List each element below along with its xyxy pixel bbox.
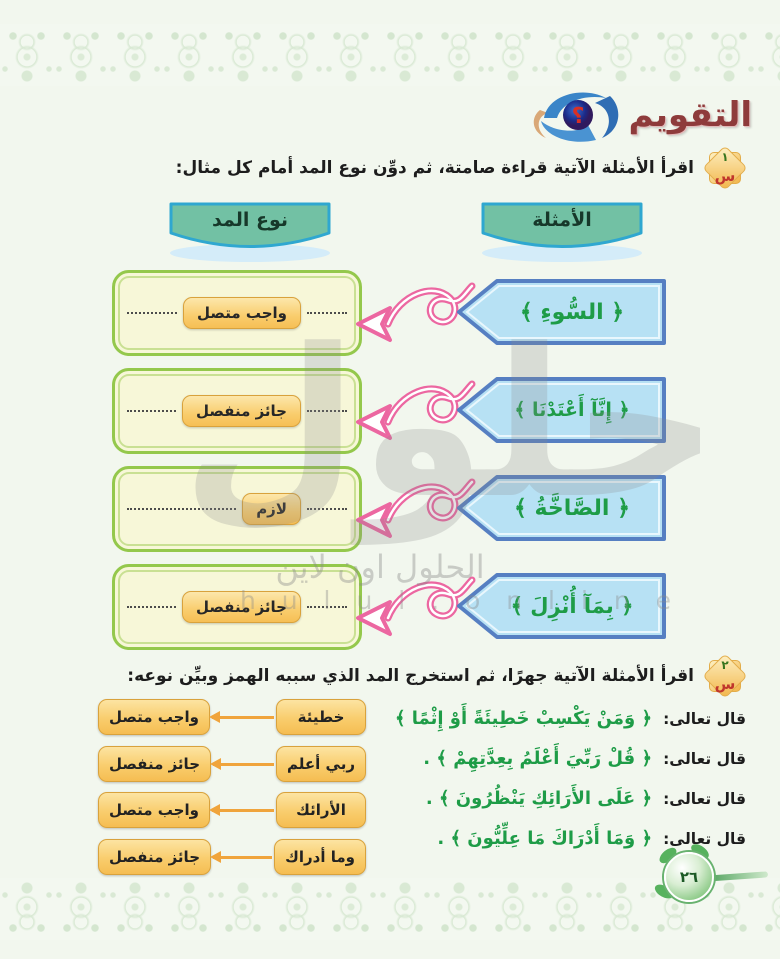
dotted-blank [127,410,176,412]
page-title: التقويم [628,95,752,135]
dotted-blank [307,606,347,608]
curly-arrow-icon [356,478,476,538]
dotted-blank [127,606,176,608]
ornament-border-top [0,24,780,86]
word-box: الأرائك [276,792,366,828]
answer-label: جائز منفصل [181,395,301,427]
word-box: ربي أعلم [276,746,366,782]
answer-label: لازم [242,493,301,525]
quote-intro: قال تعالى: [663,790,746,808]
quran-example: ﴿ إِنَّآ أَعْتَدْنَا ﴾ [514,399,630,421]
dotted-blank [127,312,178,314]
q1-prompt-line: ١ س اقرأ الأمثلة الآتية قراءة صامتة، ثم … [70,145,748,191]
arrow-left-icon [208,710,274,723]
quran-example: ﴿ السُّوءِ ﴾ [519,299,625,325]
pair-row-2: ربي أعلم جائز منفصل [98,743,366,785]
quote-text: ﴿ عَلَى الأَرَائِكِ يَنْظُرُونَ ﴾ . [425,788,652,809]
quote-intro: قال تعالى: [663,830,746,848]
answer-box: واجب متصل [112,270,362,356]
dotted-blank [307,508,347,510]
quote-line: قال تعالى: ﴿ وَمَنْ يَكْسِبْ خَطِيئَةً أ… [326,699,746,739]
q1-row-2: جائز منفصل ﴿ إِنَّآ أَعْتَدْنَا ﴾ [0,366,780,458]
q1-prompt: اقرأ الأمثلة الآتية قراءة صامتة، ثم دوِّ… [175,158,694,178]
example-pennant: ﴿ إِنَّآ أَعْتَدْنَا ﴾ [452,376,668,444]
quote-line: قال تعالى: ﴿ قُلْ رَبِّيَ أَعْلَمُ بِعِد… [326,739,746,779]
header-madd-type: نوع المد [166,200,334,262]
curly-arrow-icon [356,282,476,342]
answer-box: جائز منفصل [112,564,362,650]
pair-row-4: وما أدراك جائز منفصل [98,836,366,878]
arrow-left-icon [208,803,274,816]
curly-arrow-icon [356,576,476,636]
quote-intro: قال تعالى: [663,750,746,768]
page-number: ٢٦ [664,852,714,902]
q2-badge: ٢ س [702,653,748,699]
answer-box: واجب متصل [98,699,210,735]
quran-example: ﴿ الصَّاخَّةُ ﴾ [513,495,631,521]
q2-prompt-line: ٢ س اقرأ الأمثلة الآتية جهرًا، ثم استخرج… [70,653,748,699]
q1-row-1: واجب متصل ﴿ السُّوءِ ﴾ [0,268,780,360]
answer-box: جائز منفصل [112,368,362,454]
q1-row-3: لازم ﴿ الصَّاخَّةُ ﴾ [0,464,780,556]
answer-box: لازم [112,466,362,552]
page-number-badge: ٢٦ [652,841,772,908]
quote-text: ﴿ وَمَنْ يَكْسِبْ خَطِيئَةً أَوْ إِثْمًا… [394,708,652,729]
question-mark-glyph: ؟ [572,104,585,129]
arrow-left-icon [210,757,274,770]
q1-badge: ١ س [702,145,748,191]
example-pennant: ﴿ الصَّاخَّةُ ﴾ [452,474,668,542]
pair-row-1: خطيئة واجب متصل [98,696,366,738]
header-examples: الأمثلة [478,200,646,262]
quote-intro: قال تعالى: [663,710,746,728]
answer-label: واجب متصل [183,297,301,329]
q2-quotes: قال تعالى: ﴿ وَمَنْ يَكْسِبْ خَطِيئَةً أ… [326,699,746,859]
answer-box: واجب متصل [98,792,210,828]
word-box: وما أدراك [274,839,366,875]
dotted-blank [127,508,237,510]
pair-row-3: الأرائك واجب متصل [98,789,366,831]
quote-text: ﴿ قُلْ رَبِّيَ أَعْلَمُ بِعِدَّتِهِمْ ﴾ … [423,748,652,769]
dotted-blank [307,410,347,412]
dotted-blank [307,312,347,314]
quote-text: ﴿ وَمَا أَدْرَاكَ مَا عِلِّيُّونَ ﴾ . [437,828,652,849]
curly-arrow-icon [356,380,476,440]
q1-row-4: جائز منفصل ﴿ بِمَآ أُنْزِلَ ﴾ [0,562,780,654]
answer-label: جائز منفصل [181,591,301,623]
quote-line: قال تعالى: ﴿ عَلَى الأَرَائِكِ يَنْظُرُو… [326,779,746,819]
quote-line: قال تعالى: ﴿ وَمَا أَدْرَاكَ مَا عِلِّيُ… [326,819,746,859]
answer-box: جائز منفصل [98,746,212,782]
q2-prompt: اقرأ الأمثلة الآتية جهرًا، ثم استخرج الم… [127,666,694,686]
answer-box: جائز منفصل [98,839,212,875]
arrow-left-icon [210,850,273,863]
example-pennant: ﴿ بِمَآ أُنْزِلَ ﴾ [452,572,668,640]
quran-example: ﴿ بِمَآ أُنْزِلَ ﴾ [510,594,634,618]
example-pennant: ﴿ السُّوءِ ﴾ [452,278,668,346]
word-box: خطيئة [276,699,366,735]
question-swirl-icon: ؟ [534,92,619,142]
page-header: التقويم ؟ [524,84,752,146]
